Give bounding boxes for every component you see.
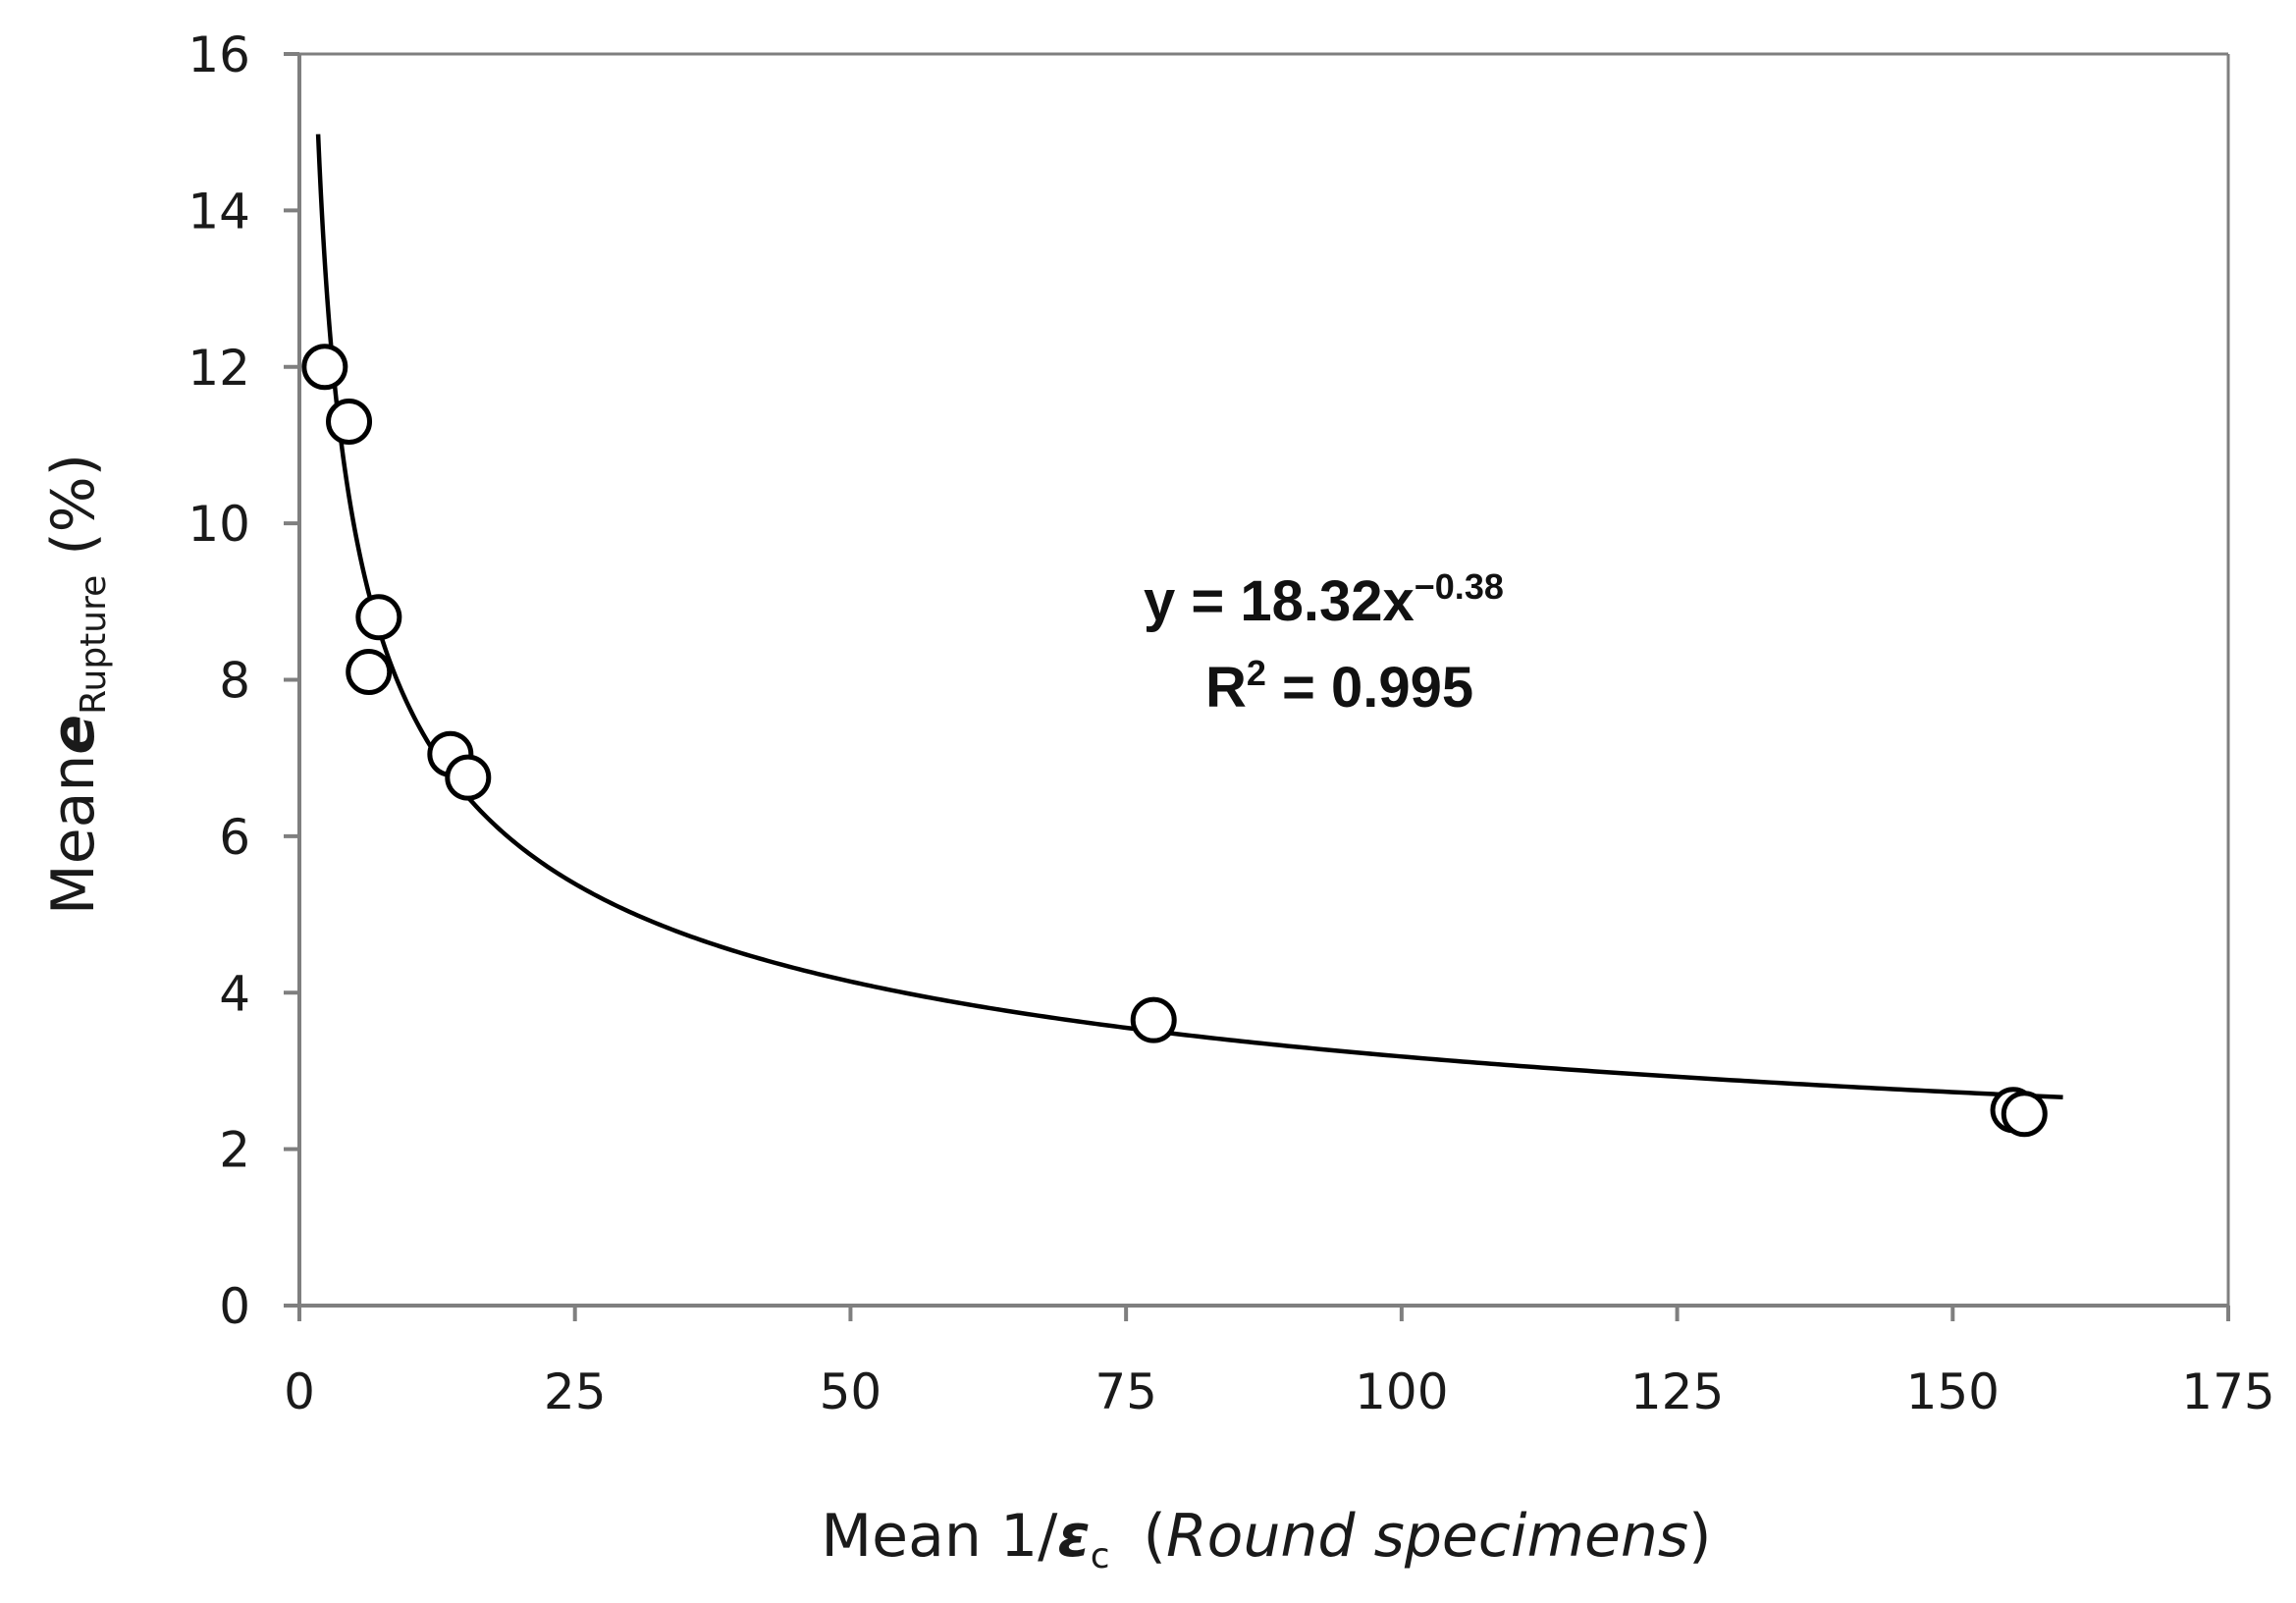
y-tick-label: 2 [219, 1122, 250, 1179]
data-point [326, 399, 373, 446]
x-tick-label: 50 [820, 1363, 882, 1420]
x-axis-title-qualifier: Round specimens [1166, 1502, 1688, 1571]
data-point [355, 594, 402, 641]
y-axis-title-unit: (%) [39, 454, 108, 556]
data-points [301, 344, 2048, 1138]
data-point [346, 649, 393, 696]
y-tick-label: 4 [219, 965, 250, 1022]
fit-equation-base: y = 18.32x [1144, 569, 1415, 633]
x-tick-label: 25 [544, 1363, 607, 1420]
r-squared-letter: R [1205, 656, 1247, 720]
x-ticks: 0 25 50 75 100 125 150 175 [284, 1306, 2275, 1420]
r-squared: R2 = 0.995 [1205, 653, 1473, 720]
y-tick-label: 8 [219, 653, 250, 710]
x-axis-title: Mean 1/εc (Round specimens) [821, 1502, 1711, 1576]
y-tick-label: 14 [187, 183, 250, 240]
y-tick-label: 0 [219, 1278, 250, 1335]
y-tick-label: 16 [187, 27, 250, 83]
y-ticks: 0 2 4 6 8 10 12 14 16 [187, 27, 299, 1335]
x-axis-title-close-paren: ) [1688, 1502, 1711, 1571]
x-axis-title-open-paren: ( [1144, 1502, 1166, 1571]
y-tick-label: 12 [187, 340, 250, 397]
y-axis-title-symbol: e [39, 715, 108, 755]
x-axis-title-subscript: c [1091, 1536, 1110, 1576]
x-tick-label: 150 [1906, 1363, 2000, 1420]
y-axis-title: MeaneRupture (%) [39, 454, 114, 915]
y-tick-label: 10 [187, 496, 250, 553]
fit-curve [315, 134, 2063, 1100]
x-tick-label: 75 [1095, 1363, 1157, 1420]
data-point [301, 344, 348, 391]
r-squared-exponent: 2 [1247, 653, 1266, 693]
y-axis-title-subscript: Rupture [74, 575, 114, 715]
data-point [445, 754, 492, 801]
x-tick-label: 100 [1355, 1363, 1448, 1420]
x-axis-title-prefix: Mean 1/ [821, 1502, 1058, 1571]
x-tick-label: 0 [284, 1363, 315, 1420]
x-axis-title-symbol: ε [1057, 1502, 1090, 1571]
y-axis-title-prefix: Mean [39, 755, 108, 915]
data-point [1130, 996, 1177, 1043]
r-squared-value: = 0.995 [1266, 656, 1473, 720]
y-tick-label: 6 [219, 809, 250, 866]
x-tick-label: 175 [2181, 1363, 2274, 1420]
data-point [2001, 1091, 2048, 1138]
fit-equation: y = 18.32x−0.38 [1144, 566, 1504, 633]
fit-equation-exponent: −0.38 [1415, 566, 1504, 607]
axes [297, 52, 2230, 1308]
x-tick-label: 125 [1630, 1363, 1724, 1420]
